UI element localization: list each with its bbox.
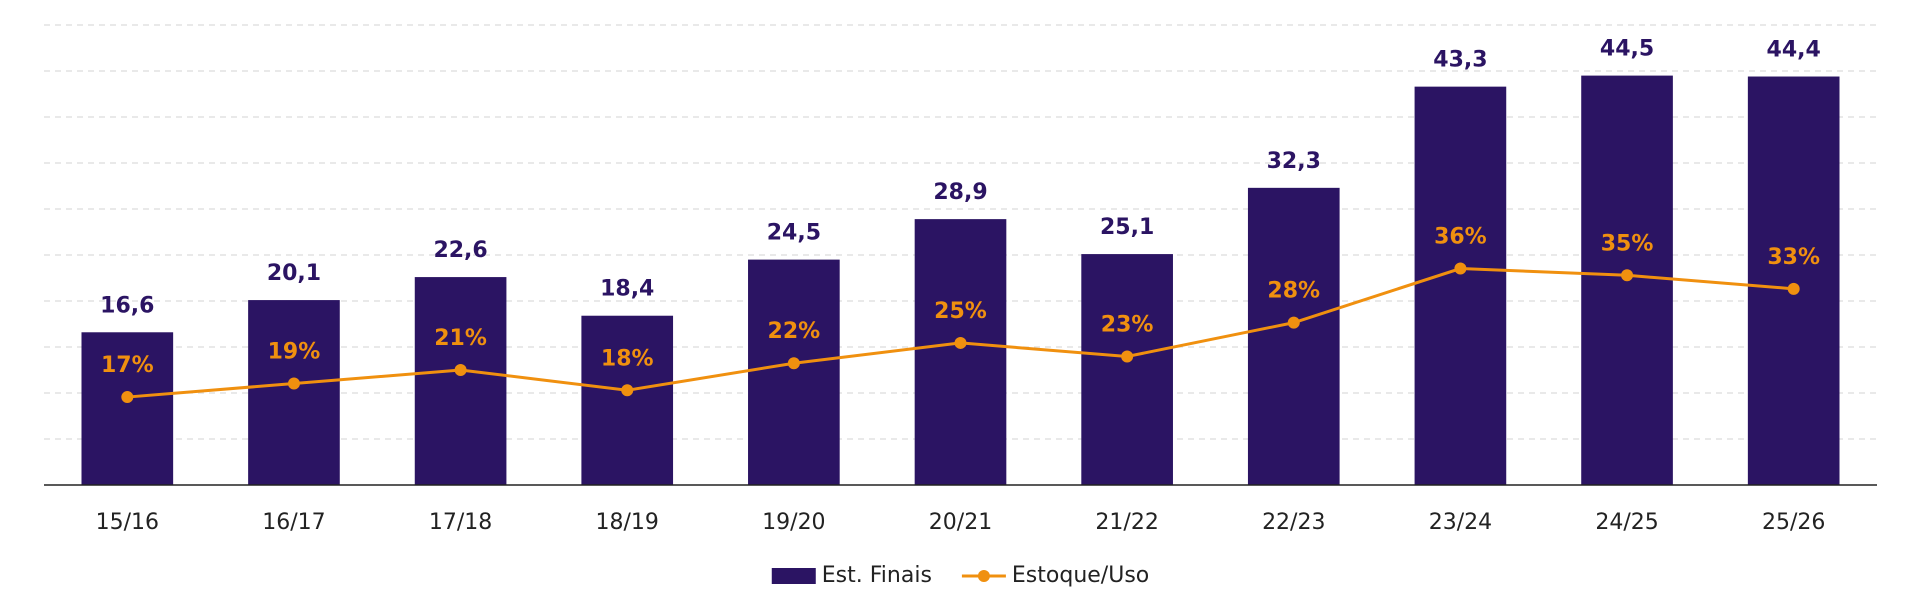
bar xyxy=(414,277,507,485)
x-tick-label: 17/18 xyxy=(429,510,492,535)
bar-value-label: 32,3 xyxy=(1267,149,1321,174)
line-value-label: 25% xyxy=(934,299,987,324)
bar-value-label: 18,4 xyxy=(600,277,654,302)
line-value-label: 33% xyxy=(1767,245,1820,270)
line-value-label: 17% xyxy=(101,353,154,378)
bar xyxy=(1747,76,1840,486)
x-tick-label: 15/16 xyxy=(96,510,159,535)
bar xyxy=(81,332,174,485)
x-tick-label: 22/23 xyxy=(1262,510,1325,535)
line-point xyxy=(454,364,467,376)
line-value-label: 18% xyxy=(601,346,654,371)
line-value-label: 35% xyxy=(1601,231,1654,256)
x-tick-label: 16/17 xyxy=(262,510,325,535)
bar xyxy=(748,259,840,485)
line-point xyxy=(1787,282,1800,295)
bar-value-label: 43,3 xyxy=(1433,48,1487,73)
bar xyxy=(1414,86,1507,485)
x-tick-label: 23/24 xyxy=(1429,510,1492,535)
bar-value-label: 22,6 xyxy=(433,238,487,263)
bar xyxy=(914,219,1007,485)
bar xyxy=(1081,254,1173,485)
legend: Est. Finais Estoque/Uso xyxy=(771,563,1149,588)
line-point xyxy=(787,357,800,370)
x-tick-label: 20/21 xyxy=(929,510,992,535)
legend-swatch xyxy=(771,568,816,584)
line-point xyxy=(1121,350,1134,363)
line-point xyxy=(1287,316,1300,329)
line-value-label: 22% xyxy=(768,319,821,344)
x-tick-label: 24/25 xyxy=(1595,510,1658,535)
line-point xyxy=(287,377,300,390)
bar-value-label: 25,1 xyxy=(1100,215,1154,240)
line-point xyxy=(621,384,634,397)
x-tick-label: 19/20 xyxy=(762,510,825,535)
bar-value-label: 44,5 xyxy=(1600,37,1654,62)
line-value-label: 19% xyxy=(268,340,321,365)
bar-value-label: 16,6 xyxy=(100,293,154,318)
line-value-label: 21% xyxy=(434,326,487,351)
bar-value-label: 24,5 xyxy=(767,221,821,246)
bar xyxy=(248,300,340,485)
x-tick-label: 25/26 xyxy=(1762,510,1825,535)
bar-value-label: 20,1 xyxy=(267,261,321,286)
line-point xyxy=(1454,262,1467,275)
line-value-label: 36% xyxy=(1434,225,1487,250)
x-tick-label: 18/19 xyxy=(596,510,659,535)
bar-value-label: 44,4 xyxy=(1767,38,1821,63)
bar-value-label: 28,9 xyxy=(933,180,987,205)
bar xyxy=(1247,187,1340,485)
line-point xyxy=(954,336,967,349)
line-value-label: 28% xyxy=(1267,279,1320,304)
x-tick-label: 21/22 xyxy=(1095,510,1158,535)
line-point xyxy=(121,391,134,404)
line-value-label: 23% xyxy=(1101,312,1154,337)
line-point xyxy=(1621,269,1634,282)
legend-label: Estoque/Uso xyxy=(1012,563,1149,588)
legend-label: Est. Finais xyxy=(822,563,932,588)
legend-swatch xyxy=(977,570,990,582)
bar xyxy=(581,315,674,485)
